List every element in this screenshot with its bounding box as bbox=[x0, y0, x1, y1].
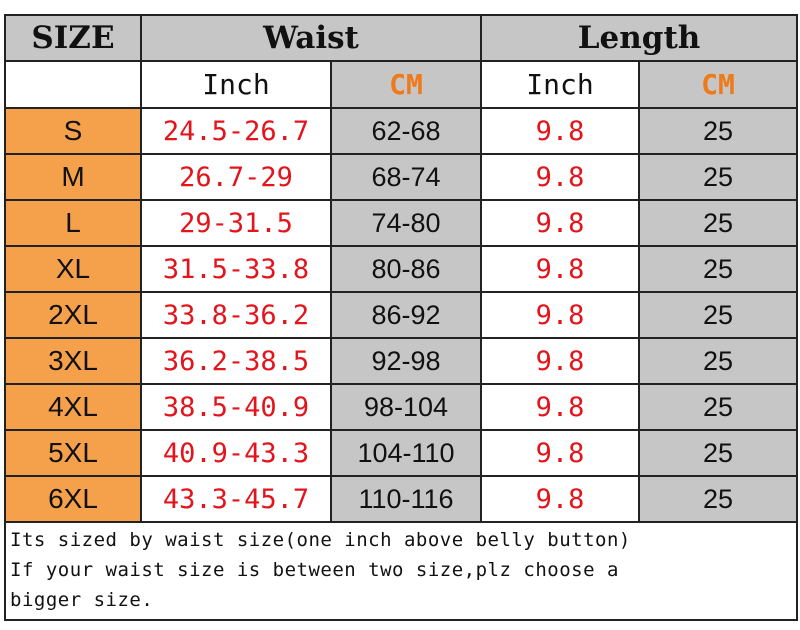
length-inch-cell: 9.8 bbox=[480, 291, 641, 339]
waist-inch-cell: 36.2-38.5 bbox=[140, 337, 332, 385]
waist-inch-header: Inch bbox=[140, 60, 332, 109]
length-cm-cell: 25 bbox=[638, 475, 799, 523]
length-cm-cell: 25 bbox=[638, 245, 799, 293]
waist-cm-cell: 104-110 bbox=[329, 429, 483, 477]
table-row: 6XL 43.3-45.7 110-116 9.8 25 bbox=[4, 475, 799, 523]
table-row: S 24.5-26.7 62-68 9.8 25 bbox=[4, 107, 799, 155]
length-inch-cell: 9.8 bbox=[480, 199, 641, 247]
size-cell: 2XL bbox=[4, 291, 142, 339]
length-inch-cell: 9.8 bbox=[480, 337, 641, 385]
table-row: 3XL 36.2-38.5 92-98 9.8 25 bbox=[4, 337, 799, 385]
length-inch-cell: 9.8 bbox=[480, 153, 641, 201]
size-header: SIZE bbox=[4, 14, 142, 62]
waist-inch-cell: 29-31.5 bbox=[140, 199, 332, 247]
length-cm-cell: 25 bbox=[638, 199, 799, 247]
length-inch-cell: 9.8 bbox=[480, 383, 641, 431]
sizing-note: Its sized by waist size(one inch above b… bbox=[3, 521, 799, 621]
length-cm-cell: 25 bbox=[638, 107, 799, 155]
length-inch-cell: 9.8 bbox=[480, 475, 641, 523]
waist-inch-cell: 33.8-36.2 bbox=[140, 291, 332, 339]
waist-cm-cell: 98-104 bbox=[329, 383, 483, 431]
waist-inch-cell: 24.5-26.7 bbox=[140, 107, 332, 155]
length-cm-cell: 25 bbox=[638, 291, 799, 339]
waist-cm-cell: 68-74 bbox=[329, 153, 483, 201]
table-row: L 29-31.5 74-80 9.8 25 bbox=[4, 199, 799, 247]
size-cell: M bbox=[4, 153, 142, 201]
waist-cm-cell: 62-68 bbox=[329, 107, 483, 155]
note-line: Its sized by waist size(one inch above b… bbox=[10, 529, 631, 551]
length-inch-cell: 9.8 bbox=[480, 107, 641, 155]
table-row: XL 31.5-33.8 80-86 9.8 25 bbox=[4, 245, 799, 293]
length-cm-cell: 25 bbox=[638, 429, 799, 477]
note-line: bigger size. bbox=[10, 589, 154, 611]
length-inch-header: Inch bbox=[480, 60, 641, 109]
waist-cm-header: CM bbox=[329, 60, 483, 109]
size-cell: 6XL bbox=[4, 475, 142, 523]
table-row: 2XL 33.8-36.2 86-92 9.8 25 bbox=[4, 291, 799, 339]
waist-cm-cell: 74-80 bbox=[329, 199, 483, 247]
waist-inch-cell: 26.7-29 bbox=[140, 153, 332, 201]
waist-inch-cell: 31.5-33.8 bbox=[140, 245, 332, 293]
waist-cm-cell: 110-116 bbox=[329, 475, 483, 523]
table-row: 5XL 40.9-43.3 104-110 9.8 25 bbox=[4, 429, 799, 477]
length-cm-cell: 25 bbox=[638, 337, 799, 385]
note-row: Its sized by waist size(one inch above b… bbox=[3, 521, 799, 621]
header-row: SIZE Waist Length bbox=[4, 14, 799, 62]
table-row: M 26.7-29 68-74 9.8 25 bbox=[4, 153, 799, 201]
waist-inch-cell: 38.5-40.9 bbox=[140, 383, 332, 431]
waist-inch-cell: 40.9-43.3 bbox=[140, 429, 332, 477]
length-header: Length bbox=[480, 14, 799, 62]
size-cell: 4XL bbox=[4, 383, 142, 431]
note-line: If your waist size is between two size,p… bbox=[10, 559, 619, 581]
waist-cm-cell: 80-86 bbox=[329, 245, 483, 293]
length-cm-header: CM bbox=[638, 60, 799, 109]
waist-inch-cell: 43.3-45.7 bbox=[140, 475, 332, 523]
length-inch-cell: 9.8 bbox=[480, 245, 641, 293]
size-cell: XL bbox=[4, 245, 142, 293]
length-cm-cell: 25 bbox=[638, 153, 799, 201]
size-cell: 5XL bbox=[4, 429, 142, 477]
waist-cm-cell: 86-92 bbox=[329, 291, 483, 339]
length-inch-cell: 9.8 bbox=[480, 429, 641, 477]
size-cell: L bbox=[4, 199, 142, 247]
waist-cm-cell: 92-98 bbox=[329, 337, 483, 385]
size-cell: S bbox=[4, 107, 142, 155]
subheader-blank bbox=[4, 60, 142, 109]
subheader-row: Inch CM Inch CM bbox=[4, 60, 799, 109]
length-cm-cell: 25 bbox=[638, 383, 799, 431]
waist-header: Waist bbox=[139, 14, 483, 62]
table-row: 4XL 38.5-40.9 98-104 9.8 25 bbox=[4, 383, 799, 431]
size-cell: 3XL bbox=[4, 337, 142, 385]
size-table: SIZE Waist Length Inch CM Inch CM S 24.5… bbox=[3, 14, 799, 621]
